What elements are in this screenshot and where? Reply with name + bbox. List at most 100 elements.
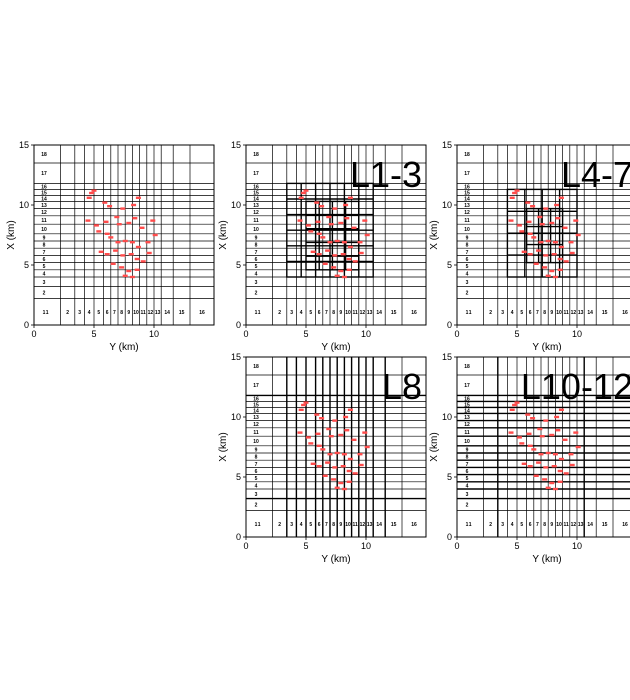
column-label: 15	[602, 310, 608, 316]
y-tick-label: 0	[236, 320, 241, 330]
y-tick-label: 10	[19, 200, 29, 210]
column-label: 8	[332, 310, 335, 316]
earthquake-marker	[514, 401, 520, 404]
row-label: 4	[466, 271, 469, 277]
row-label: 6	[255, 469, 258, 475]
column-label: 16	[411, 310, 417, 316]
earthquake-marker	[122, 274, 128, 277]
x-tick-label: 0	[31, 329, 36, 339]
y-tick-label: 15	[442, 140, 452, 150]
earthquake-marker	[545, 274, 551, 277]
column-label: 14	[376, 522, 382, 528]
earthquake-marker	[543, 254, 549, 257]
column-label: 7	[536, 310, 539, 316]
earthquake-marker	[346, 257, 352, 261]
y-axis-label: X (km)	[6, 220, 17, 249]
row-label: 15	[253, 190, 259, 196]
row-label: 5	[43, 264, 46, 270]
row-label: 4	[466, 483, 469, 489]
y-tick-label: 15	[231, 140, 241, 150]
earthquake-marker	[530, 417, 536, 420]
row-label: 3	[255, 280, 258, 286]
x-axis-label: Y (km)	[321, 554, 350, 565]
earthquake-marker	[314, 201, 320, 204]
earthquake-marker	[315, 220, 321, 223]
row-label: 15	[464, 402, 470, 408]
row-label: 16	[41, 184, 47, 190]
row-label: 17	[253, 171, 259, 177]
earthquake-marker	[319, 205, 325, 208]
earthquake-marker	[334, 274, 340, 277]
earthquake-marker	[150, 219, 156, 222]
earthquake-marker	[568, 241, 574, 244]
row-label: 11	[464, 430, 470, 436]
earthquake-marker	[129, 241, 135, 244]
column-label: 13	[578, 310, 584, 316]
column-label: 2	[489, 310, 492, 316]
x-tick-label: 0	[454, 541, 459, 551]
column-label: 9	[127, 310, 130, 316]
row-label: 1	[255, 522, 258, 528]
row-label: 8	[255, 455, 258, 461]
panel-label: L4-7	[561, 154, 630, 195]
row-label: 2	[255, 291, 258, 297]
earthquake-marker	[508, 431, 514, 434]
earthquake-marker	[301, 191, 307, 195]
row-label: 2	[43, 291, 46, 297]
earthquake-marker	[347, 408, 353, 411]
column-label: 3	[501, 522, 504, 528]
column-label: 8	[120, 310, 123, 316]
earthquake-marker	[326, 427, 332, 431]
column-label: 10	[345, 522, 351, 528]
earthquake-marker	[555, 429, 561, 432]
earthquake-marker	[555, 217, 561, 220]
column-label: 5	[309, 522, 312, 528]
column-label: 3	[290, 522, 293, 528]
y-tick-label: 10	[442, 200, 452, 210]
earthquake-marker	[562, 438, 568, 441]
earthquake-marker	[526, 220, 532, 223]
earthquake-marker	[331, 478, 337, 481]
row-label: 8	[255, 243, 258, 249]
earthquake-marker	[543, 419, 549, 422]
earthquake-marker	[516, 224, 522, 227]
earthquake-marker	[563, 260, 569, 263]
row-label: 17	[253, 383, 259, 389]
earthquake-marker	[332, 254, 338, 257]
earthquake-marker	[338, 433, 344, 437]
earthquake-marker	[108, 236, 114, 239]
column-label: 2	[278, 310, 281, 316]
column-label: 1	[469, 310, 472, 316]
column-label: 2	[66, 310, 69, 316]
earthquake-marker	[562, 226, 568, 229]
row-label: 17	[41, 171, 47, 177]
earthquake-marker	[93, 224, 99, 227]
earthquake-marker	[539, 435, 545, 438]
earthquake-marker	[552, 487, 558, 491]
row-label: 4	[255, 271, 258, 277]
row-label: 8	[43, 243, 46, 249]
earthquake-marker	[568, 453, 574, 456]
earthquake-marker	[308, 230, 314, 233]
row-label: 1	[255, 310, 258, 316]
row-label: 1	[43, 310, 46, 316]
earthquake-marker	[347, 457, 353, 461]
row-label: 7	[43, 250, 46, 256]
row-label: 5	[466, 476, 469, 482]
column-label: 8	[332, 522, 335, 528]
earthquake-marker	[512, 191, 518, 195]
earthquake-marker	[514, 189, 520, 192]
earthquake-marker	[521, 462, 527, 465]
row-label: 11	[41, 218, 47, 224]
earthquake-marker	[145, 241, 151, 244]
row-label: 14	[253, 408, 259, 414]
y-tick-label: 5	[24, 260, 29, 270]
earthquake-marker	[563, 472, 569, 475]
row-label: 7	[466, 462, 469, 468]
column-label: 10	[345, 310, 351, 316]
earthquake-marker	[98, 250, 104, 253]
earthquake-marker	[516, 436, 522, 439]
earthquake-marker	[139, 226, 145, 229]
row-label: 10	[253, 439, 259, 445]
